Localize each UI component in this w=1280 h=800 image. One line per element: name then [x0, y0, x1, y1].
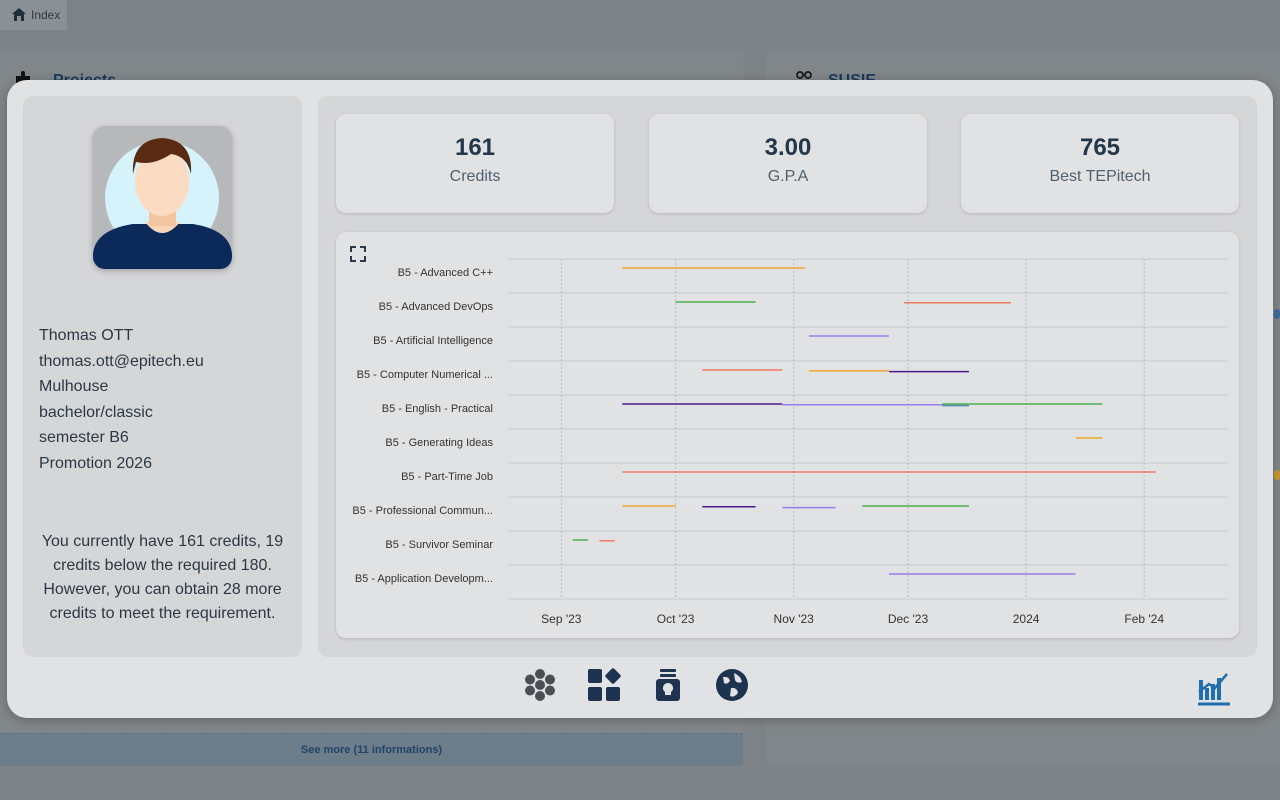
- timeline-chart-card: Sep '23 Oct '23 Nov '23 Dec '23 2024 Feb '24 B…: [336, 232, 1239, 638]
- profile-card: Thomas OTT thomas.ott@epitech.eu Mulhous…: [23, 96, 302, 657]
- avatar: [93, 126, 232, 269]
- breadcrumb[interactable]: Index: [0, 0, 67, 30]
- avatar-illustration: [93, 138, 232, 269]
- profile-course: bachelor/classic: [39, 403, 153, 421]
- modules-icon[interactable]: [523, 668, 557, 702]
- y-category-label: B5 - Survivor Seminar: [385, 539, 493, 551]
- stats-logo-icon[interactable]: [1197, 670, 1231, 708]
- y-category-label: B5 - Advanced C++: [398, 267, 493, 279]
- x-tick-label: Feb '24: [1124, 612, 1164, 626]
- stat-label: Best TEPitech: [1049, 168, 1151, 185]
- timeline-chart: Sep '23 Oct '23 Nov '23 Dec '23 2024 Feb '24 B…: [352, 258, 1228, 626]
- x-tick-label: Oct '23: [657, 612, 695, 626]
- x-tick-label: Dec '23: [888, 612, 929, 626]
- profile-modal: Thomas OTT thomas.ott@epitech.eu Mulhous…: [7, 80, 1273, 718]
- background-topbar: [0, 0, 1280, 40]
- projects-icon[interactable]: [651, 668, 685, 702]
- y-category-label: B5 - Application Developm...: [355, 573, 493, 585]
- stat-value: 3.00: [764, 134, 812, 161]
- stats-panel: 161 Credits 3.00 G.P.A 765 Best TEPitech…: [318, 96, 1257, 657]
- bottom-toolbar: [523, 668, 749, 708]
- y-category-label: B5 - Computer Numerical ...: [357, 369, 493, 381]
- globe-icon[interactable]: [715, 668, 749, 702]
- y-category-label: B5 - Part-Time Job: [401, 471, 493, 483]
- y-category-label: B5 - Generating Ideas: [385, 437, 493, 449]
- home-icon: [12, 8, 26, 21]
- profile-promotion: Promotion 2026: [39, 454, 152, 472]
- background-indicator: [1274, 309, 1280, 319]
- dashboard-icon[interactable]: [587, 668, 621, 702]
- stat-card-tepitech: 765 Best TEPitech: [961, 114, 1239, 213]
- x-tick-label: Sep '23: [541, 612, 582, 626]
- y-category-label: B5 - Advanced DevOps: [379, 301, 494, 313]
- people-icon: [796, 71, 812, 79]
- stat-card-gpa: 3.00 G.P.A: [649, 114, 927, 213]
- profile-email: thomas.ott@epitech.eu: [39, 352, 204, 370]
- x-tick-label: Nov '23: [774, 612, 815, 626]
- profile-semester: semester B6: [39, 429, 129, 447]
- stat-label: Credits: [449, 168, 501, 185]
- stat-card-credits: 161 Credits: [336, 114, 614, 213]
- stat-value: 765: [1079, 134, 1121, 161]
- y-category-label: B5 - Artificial Intelligence: [373, 335, 493, 347]
- profile-name: Thomas OTT: [39, 327, 134, 344]
- expand-icon[interactable]: [350, 246, 366, 262]
- background-indicator: [1274, 470, 1280, 480]
- y-category-label: B5 - Professional Commun...: [352, 505, 493, 517]
- x-tick-label: 2024: [1013, 612, 1040, 626]
- profile-city: Mulhouse: [39, 378, 109, 396]
- stat-value: 161: [454, 134, 496, 161]
- stat-label: G.P.A: [767, 168, 809, 185]
- profile-info: Thomas OTT thomas.ott@epitech.eu Mulhous…: [39, 323, 204, 477]
- breadcrumb-label: Index: [31, 8, 61, 22]
- credit-message: You currently have 161 credits, 19 credi…: [41, 533, 284, 622]
- see-more-button[interactable]: See more (11 informations): [0, 733, 743, 766]
- y-category-label: B5 - English - Practical: [382, 403, 493, 415]
